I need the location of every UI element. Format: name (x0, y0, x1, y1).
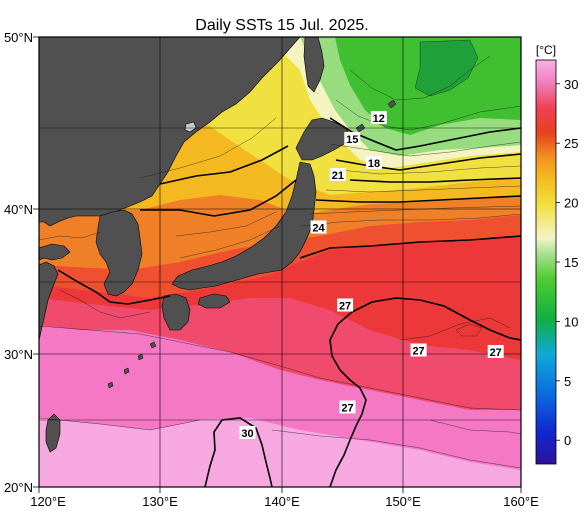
land-sakhalin (303, 37, 325, 93)
land-korea (95, 209, 143, 297)
isotherm-japan-sea-21 (159, 145, 289, 185)
contour-label-box (410, 343, 427, 357)
colorbar: [°C] 30 25 20 15 10 5 0 (535, 43, 578, 465)
contour-label-box (337, 298, 354, 312)
colorbar-tick-label: 20 (564, 196, 578, 211)
lon-label-150e: 150°E (385, 494, 421, 509)
lat-label-20n: 20°N (4, 480, 33, 495)
isotherm-21 (315, 195, 521, 203)
sst-contours-thin (39, 39, 521, 469)
isotherm-15 (335, 153, 521, 171)
lon-label-120e: 120°E (30, 494, 66, 509)
contour-label-box (329, 168, 346, 181)
contour-labels: 12 15 18 21 24 27 27 27 27 30 (239, 111, 504, 440)
map-title: Daily SSTs 15 Jul. 2025. (195, 17, 368, 34)
contour-label-box (365, 156, 382, 169)
contour-label-box (339, 400, 356, 414)
lat-labels: 50°N 40°N 30°N 20°N (4, 30, 33, 495)
axis-ticks (33, 36, 522, 493)
contour-label-text: 21 (332, 170, 344, 182)
isotherm-18 (349, 177, 521, 183)
contour-label-box (239, 426, 256, 439)
contour-label: 30 (239, 426, 256, 440)
isotherm-27 (329, 297, 521, 487)
lat-label-50n: 50°N (4, 30, 33, 45)
colorbar-unit: [°C] (536, 43, 556, 57)
colorbar-ticks: 30 25 20 15 10 5 0 (556, 77, 578, 448)
lon-labels: 120°E 130°E 140°E 150°E 160°E (30, 494, 539, 509)
land-liaodong-shandong (39, 243, 71, 261)
colorbar-tick-label: 30 (564, 77, 578, 92)
contour-label-box (344, 132, 361, 145)
contour-label: 18 (365, 156, 382, 170)
contour-label-box (310, 220, 327, 234)
lon-label-130e: 130°E (142, 494, 178, 509)
contour-label: 24 (310, 220, 327, 235)
contour-label-text: 27 (341, 403, 353, 415)
contour-label-box (487, 345, 504, 358)
lat-label-30n: 30°N (4, 347, 33, 362)
colorbar-scale (535, 59, 557, 465)
lon-label-160e: 160°E (503, 494, 539, 509)
contour-label-text: 27 (339, 301, 351, 313)
sst-zone-8 (415, 40, 478, 96)
lat-label-40n: 40°N (4, 202, 33, 217)
colorbar-tick-label: 5 (564, 374, 571, 389)
isotherm-30 (204, 417, 273, 487)
isotherm-24 (299, 235, 521, 259)
land-lake-khanka (184, 121, 197, 133)
contour-label-text: 27 (412, 346, 424, 358)
contour-label: 27 (337, 298, 354, 313)
contour-label-text: 18 (368, 158, 380, 170)
isotherm-japan-sea-24 (140, 179, 297, 217)
contour-label-text: 15 (346, 134, 358, 146)
colorbar-tick-label: 25 (564, 136, 578, 151)
contour-label-text: 30 (241, 428, 253, 440)
land-asia-mainland (39, 37, 301, 227)
land-kyushu (161, 293, 191, 331)
map-graticule (39, 37, 521, 487)
contour-label-text: 27 (490, 347, 502, 359)
contour-label: 12 (370, 111, 387, 125)
contour-label-box (370, 111, 387, 124)
contour-label-text: 12 (373, 113, 385, 125)
contour-label: 27 (487, 345, 504, 359)
contour-label: 15 (344, 132, 361, 146)
colorbar-tick-label: 10 (564, 314, 578, 329)
lon-label-140e: 140°E (264, 494, 300, 509)
colorbar-tick-label: 15 (564, 255, 578, 270)
colorbar-tick-label: 0 (564, 433, 571, 448)
contour-label: 27 (339, 400, 356, 415)
land-ryukyu-islands (107, 341, 157, 389)
map-frame (38, 36, 522, 488)
contour-label: 21 (329, 168, 346, 182)
contour-label: 27 (410, 343, 427, 358)
land-shikoku (197, 293, 231, 309)
land-taiwan (45, 413, 61, 453)
contour-label-text: 24 (312, 223, 325, 235)
